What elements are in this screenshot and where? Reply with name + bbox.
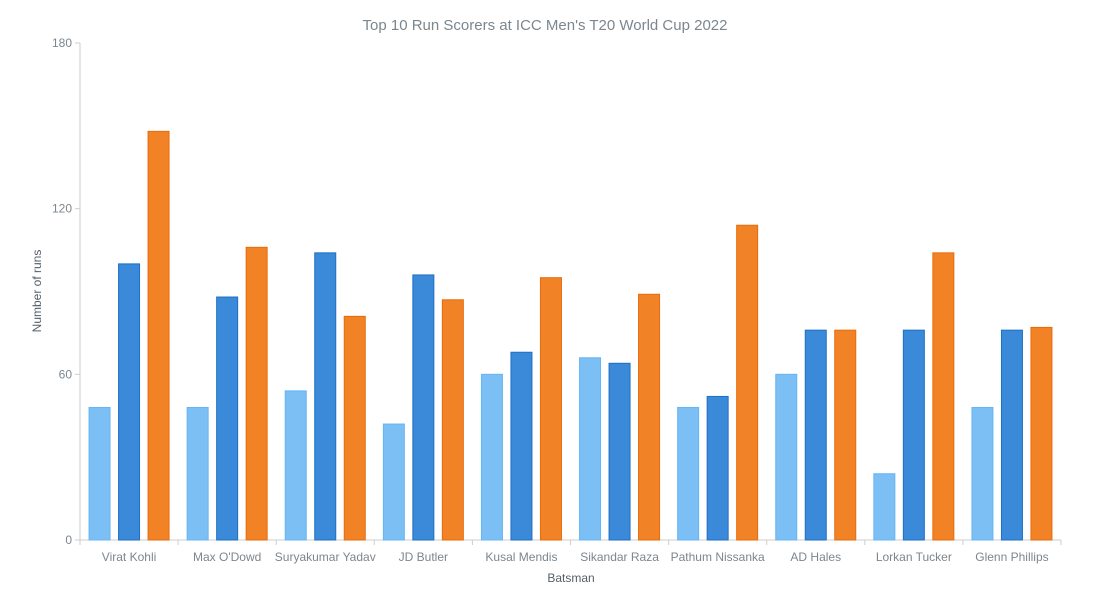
bar[interactable] <box>1030 326 1053 541</box>
y-tick-label: 60 <box>59 367 73 381</box>
y-axis-title: Number of runs <box>30 250 44 333</box>
bar[interactable] <box>118 263 141 541</box>
bar[interactable] <box>186 406 209 541</box>
bar[interactable] <box>382 423 405 541</box>
bar[interactable] <box>932 252 955 541</box>
y-axis: 0 60 120 180 <box>52 36 81 547</box>
bar[interactable] <box>834 329 857 541</box>
x-tick-label: JD Butler <box>399 550 448 564</box>
bar[interactable] <box>579 357 602 541</box>
bar[interactable] <box>343 315 366 541</box>
x-tick-label: Virat Kohli <box>102 550 156 564</box>
bar[interactable] <box>804 329 827 541</box>
bar[interactable] <box>88 406 111 541</box>
bar[interactable] <box>677 406 700 541</box>
bar[interactable] <box>412 274 435 541</box>
x-tick-label: AD Hales <box>790 550 841 564</box>
bar[interactable] <box>510 351 533 541</box>
chart-title: Top 10 Run Scorers at ICC Men's T20 Worl… <box>363 17 728 34</box>
bar[interactable] <box>971 406 994 541</box>
x-tick-label: Max O'Dowd <box>193 550 261 564</box>
bar[interactable] <box>775 373 798 541</box>
bar[interactable] <box>539 277 562 541</box>
bar[interactable] <box>902 329 925 541</box>
bar[interactable] <box>873 473 896 541</box>
bar[interactable] <box>147 130 170 541</box>
bar[interactable] <box>441 299 464 541</box>
bar[interactable] <box>284 390 307 541</box>
y-tick-label: 0 <box>65 533 72 547</box>
bar[interactable] <box>736 224 759 541</box>
bar[interactable] <box>638 293 661 541</box>
x-tick-label: Suryakumar Yadav <box>275 550 376 564</box>
bar[interactable] <box>608 362 631 541</box>
x-axis-title: Batsman <box>547 571 594 585</box>
x-tick-label: Glenn Phillips <box>975 550 1048 564</box>
bar[interactable] <box>1000 329 1023 541</box>
bar[interactable] <box>216 296 239 541</box>
y-tick-label: 180 <box>52 36 72 50</box>
y-tick-label: 120 <box>52 202 72 216</box>
x-tick-label: Lorkan Tucker <box>876 550 952 564</box>
x-axis: Virat Kohli Max O'Dowd Suryakumar Yadav JD … <box>79 539 1062 564</box>
x-tick-label: Kusal Mendis <box>485 550 557 564</box>
bar[interactable] <box>706 395 729 541</box>
bar[interactable] <box>245 246 268 541</box>
x-tick-label: Sikandar Raza <box>580 550 659 564</box>
bars-group <box>88 130 1053 541</box>
x-tick-label: Pathum Nissanka <box>671 550 765 564</box>
bar[interactable] <box>314 252 337 541</box>
bar[interactable] <box>480 373 503 541</box>
